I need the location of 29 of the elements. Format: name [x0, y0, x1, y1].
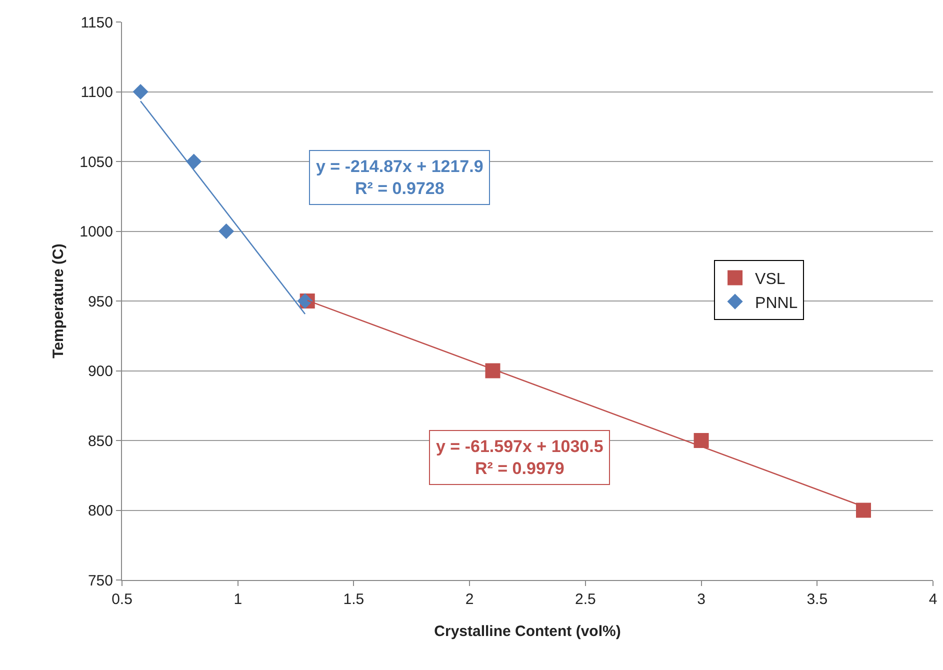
point	[694, 433, 709, 448]
y-tick-label: 1100	[80, 84, 113, 101]
x-tick-label: 1	[234, 591, 242, 608]
x-tick-label: 4	[928, 591, 938, 608]
x-tick-label: 2	[465, 591, 474, 608]
x-tick-label: 3	[697, 591, 706, 608]
y-tick-label: 900	[88, 363, 113, 380]
legend-label: VSL	[755, 270, 786, 288]
legend-label: PNNL	[755, 294, 798, 312]
x-tick-label: 3.5	[806, 591, 828, 608]
point	[218, 223, 234, 240]
x-tick-label: 0.5	[112, 591, 132, 608]
y-tick-label: 950	[88, 293, 113, 310]
y-tick-label: 850	[88, 432, 113, 450]
y-tick-label: 1150	[80, 14, 113, 32]
x-tick-label: 1.5	[343, 591, 364, 608]
y-tick-label: 800	[88, 502, 113, 520]
y-axis-title: Temperature (C)	[50, 244, 67, 358]
x-axis-title: Crystalline Content (vol%)	[434, 623, 621, 640]
point	[132, 84, 148, 100]
y-tick-label: 1050	[80, 154, 113, 171]
x-tick-label: 2.5	[575, 591, 596, 608]
point	[485, 363, 500, 378]
annotation: y = -214.87x + 1217.9 R² = 0.9728	[316, 157, 484, 198]
point	[856, 502, 871, 518]
y-tick-label: 750	[88, 572, 113, 590]
annotation: y = -61.597x + 1030.5 R² = 0.9979	[436, 437, 604, 478]
point	[186, 154, 202, 170]
y-tick-label: 1000	[80, 224, 113, 240]
